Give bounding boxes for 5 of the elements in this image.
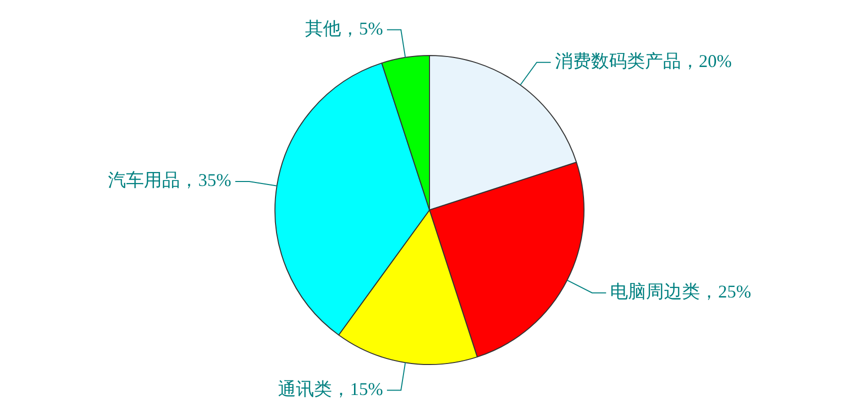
slice-label: 消费数码类产品，20% (554, 51, 732, 72)
slice-label: 通讯类，15% (278, 378, 383, 399)
slice-label: 电脑周边类，25% (610, 282, 752, 302)
slice-label: 其他，5% (304, 18, 383, 38)
slice-label: 汽车用品，35% (108, 170, 232, 190)
